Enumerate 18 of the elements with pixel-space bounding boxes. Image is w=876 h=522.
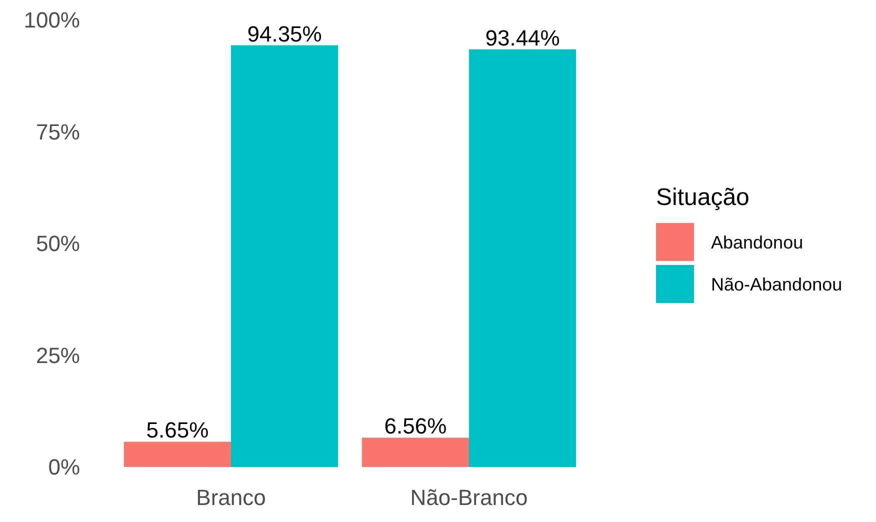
y-tick-label: 0% xyxy=(48,454,80,480)
data-label: 6.56% xyxy=(384,414,447,439)
legend-title: Situação xyxy=(656,184,750,211)
bar xyxy=(124,442,231,467)
data-label: 94.35% xyxy=(247,21,322,46)
legend-label: Não-Abandonou xyxy=(711,274,842,294)
y-tick-label: 25% xyxy=(36,342,80,368)
legend-label: Abandonou xyxy=(711,232,804,252)
data-label: 5.65% xyxy=(146,418,209,443)
y-tick-label: 75% xyxy=(36,119,80,144)
bar xyxy=(362,438,469,467)
bar xyxy=(231,45,338,467)
y-tick-label: 50% xyxy=(36,231,80,256)
bar xyxy=(469,49,576,467)
y-tick-label: 100% xyxy=(24,8,80,33)
x-tick-label: Branco xyxy=(196,485,266,510)
data-label: 93.44% xyxy=(485,25,560,50)
x-tick-label: Não-Branco xyxy=(410,485,528,510)
